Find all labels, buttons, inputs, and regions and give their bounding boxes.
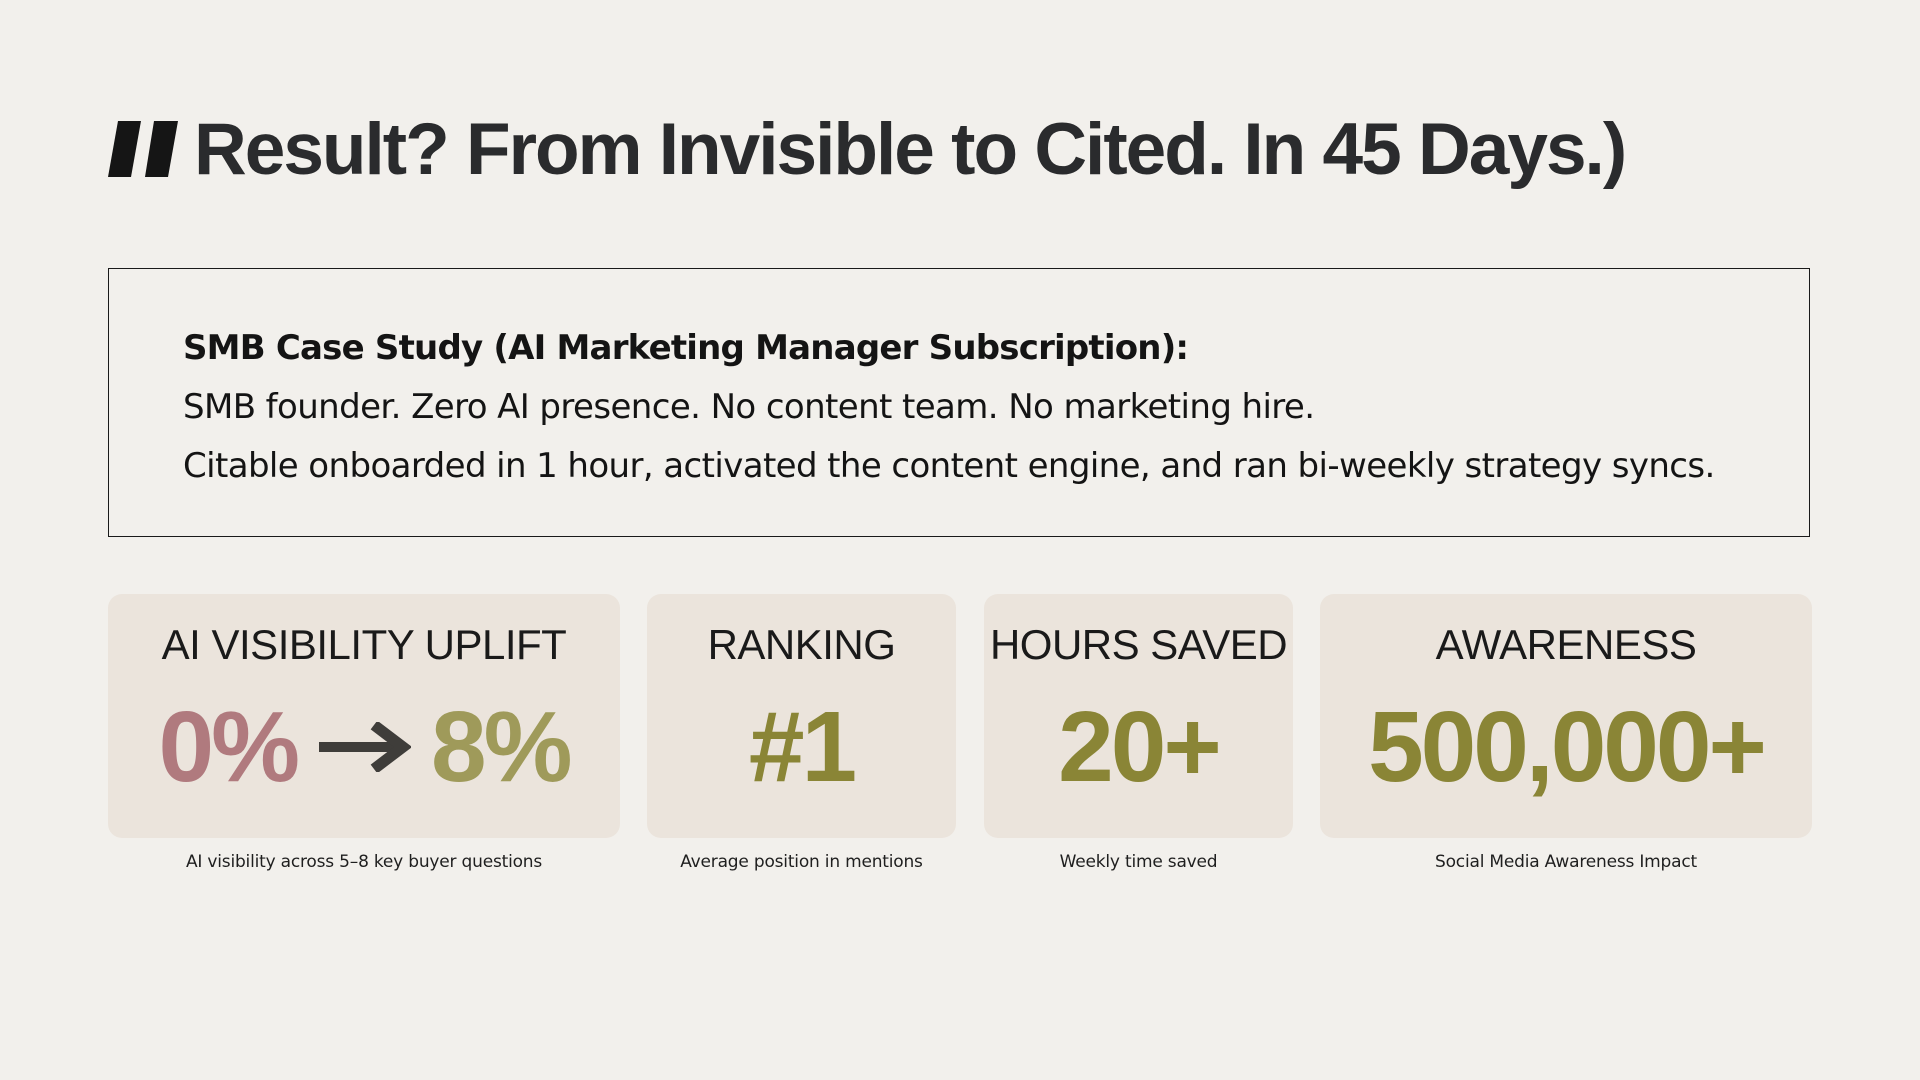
stat-label: AI VISIBILITY UPLIFT [161,621,567,668]
case-study-line: SMB founder. Zero AI presence. No conten… [183,387,1315,427]
stat-card: AWARENESS 500,000+ [1320,594,1812,838]
stat-caption: AI visibility across 5–8 key buyer quest… [185,852,543,872]
double-slash-icon [108,121,178,177]
stat-card: AI VISIBILITY UPLIFT 0% 8% [108,594,620,838]
stat-value: 0% 8% [108,692,620,802]
stat-caption: Average position in mentions [680,852,923,872]
stat-value-text: #1 [748,691,857,803]
stat-value: 20+ [984,692,1293,802]
case-study-text: SMB Case Study (AI Marketing Manager Sub… [183,319,1769,496]
stat-caption: Social Media Awareness Impact [1435,852,1697,872]
stat-value: 500,000+ [1320,692,1812,802]
stat-awareness: AWARENESS 500,000+ Social Media Awarenes… [1320,594,1812,872]
stat-value-to: 8% [431,691,573,803]
stat-ai-visibility-uplift: AI VISIBILITY UPLIFT 0% 8% AI visibility… [108,594,620,872]
case-study-box: SMB Case Study (AI Marketing Manager Sub… [108,268,1810,537]
stat-value: #1 [647,692,956,802]
page-title: Result? From Invisible to Cited. In 45 D… [194,108,1627,190]
stat-caption: Weekly time saved [1059,852,1218,872]
stat-card: HOURS SAVED 20+ [984,594,1293,838]
case-study-line: Citable onboarded in 1 hour, activated t… [183,446,1715,486]
stat-label: RANKING [707,621,896,668]
stat-ranking: RANKING #1 Average position in mentions [647,594,956,872]
stat-value-text: 500,000+ [1368,691,1767,803]
stat-value-text: 20+ [1058,691,1222,803]
stat-label: AWARENESS [1435,621,1697,668]
right-arrow-icon [319,722,411,772]
stat-value-from: 0% [158,691,300,803]
case-study-heading: SMB Case Study (AI Marketing Manager Sub… [183,328,1189,368]
stat-hours-saved: HOURS SAVED 20+ Weekly time saved [984,594,1293,872]
stat-label: HOURS SAVED [989,621,1288,668]
stat-card: RANKING #1 [647,594,956,838]
page-header: Result? From Invisible to Cited. In 45 D… [108,104,1627,194]
